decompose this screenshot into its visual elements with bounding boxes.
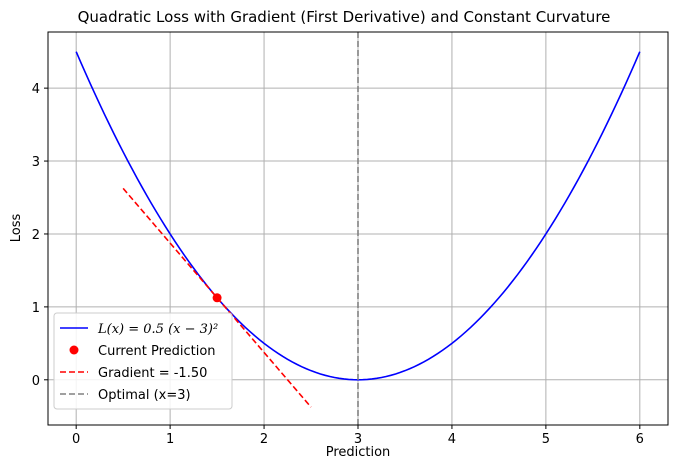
legend-label: L(x) = 0.5 (x − 3)²	[97, 322, 218, 337]
y-tick-label: 0	[32, 374, 40, 389]
legend-marker	[69, 345, 79, 355]
legend-label: Gradient = -1.50	[98, 366, 207, 381]
legend-box	[53, 312, 233, 410]
y-tick-label: 4	[32, 82, 40, 97]
y-tick-label: 3	[32, 155, 40, 170]
legend-label: Current Prediction	[98, 344, 216, 359]
x-tick-label: 6	[636, 432, 644, 447]
current-prediction-point	[212, 293, 222, 303]
legend-label: Optimal (x=3)	[98, 388, 191, 403]
x-tick-label: 0	[72, 432, 80, 447]
x-tick-label: 4	[448, 432, 456, 447]
y-tick-label: 2	[32, 228, 40, 243]
x-tick-label: 2	[260, 432, 268, 447]
legend: L(x) = 0.5 (x − 3)² Current Prediction Gra…	[53, 312, 233, 410]
ticks: 0 1 2 3 4 5 6 0 1 2 3 4	[32, 82, 644, 447]
x-tick-label: 5	[542, 432, 550, 447]
y-tick-label: 1	[32, 301, 40, 316]
x-axis-label: Prediction	[326, 445, 391, 460]
x-tick-label: 3	[354, 432, 362, 447]
x-tick-label: 1	[166, 432, 174, 447]
y-axis-label: Loss	[9, 214, 24, 243]
chart-title: Quadratic Loss with Gradient (First Deri…	[78, 8, 611, 26]
plot-series	[75, 32, 641, 425]
